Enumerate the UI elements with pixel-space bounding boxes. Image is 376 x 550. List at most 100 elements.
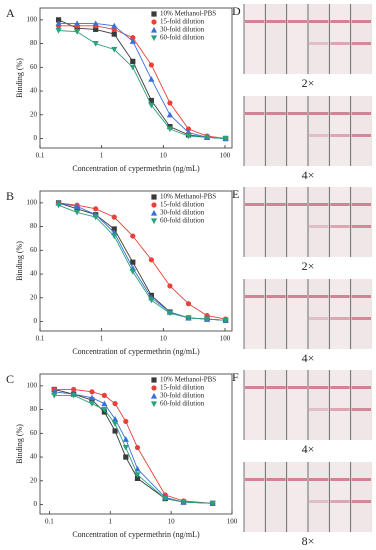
strip-label: 4× [302, 351, 315, 365]
marker [134, 444, 141, 451]
strip [351, 187, 371, 257]
legend-label: 60-fold dilution [160, 217, 205, 225]
test-band [309, 134, 329, 137]
legend-label: 10% Methanol-PBS [160, 376, 216, 384]
marker [111, 226, 117, 232]
fit-line [58, 22, 226, 139]
marker [185, 133, 192, 140]
legend-label: 60-fold dilution [160, 34, 205, 42]
x-axis-label: Concentration of cypermethrin (ng/mL) [72, 347, 200, 356]
y-tick-label: 100 [27, 15, 38, 23]
legend-label: 10% Methanol-PBS [160, 193, 216, 201]
strip [309, 187, 329, 257]
marker [209, 500, 216, 507]
fit-line [54, 394, 213, 504]
legend-label: 30-fold dilution [160, 209, 205, 217]
marker [55, 27, 62, 34]
panel-letter: E [232, 187, 239, 201]
marker [88, 401, 96, 407]
strip [330, 187, 350, 257]
test-band [309, 317, 329, 320]
legend-label: 10% Methanol-PBS [160, 10, 216, 18]
marker [55, 17, 62, 23]
test-band [309, 225, 329, 228]
control-band [266, 295, 286, 298]
panel-letter: C [6, 372, 14, 386]
y-tick-label: 100 [27, 198, 38, 206]
control-band [330, 386, 350, 389]
control-band [287, 203, 307, 206]
y-tick-label: 60 [30, 429, 38, 437]
control-band [309, 112, 329, 115]
strip [266, 96, 286, 166]
marker [167, 283, 173, 289]
y-tick-label: 40 [30, 270, 38, 278]
marker [51, 392, 58, 399]
test-band [351, 500, 371, 503]
x-tick-label: 100 [220, 335, 231, 343]
strip [330, 279, 350, 349]
marker [111, 22, 118, 29]
marker [151, 194, 157, 200]
x-tick-label: 10 [168, 518, 176, 526]
test-band [330, 317, 350, 320]
strip [266, 4, 286, 74]
control-band [287, 112, 307, 115]
x-tick-label: 1 [100, 335, 104, 343]
control-band [309, 386, 329, 389]
control-band [330, 295, 350, 298]
fit-line [58, 202, 226, 320]
y-tick-label: 60 [30, 246, 38, 254]
test-band [351, 408, 371, 411]
marker [92, 20, 99, 27]
test-band [330, 134, 350, 137]
strip [330, 96, 350, 166]
marker [93, 26, 99, 32]
marker [92, 214, 99, 221]
marker [162, 495, 169, 502]
marker [222, 317, 229, 324]
marker [112, 428, 118, 434]
control-band [266, 386, 286, 389]
strip [309, 462, 329, 532]
test-band [351, 134, 371, 137]
x-tick-label: 1 [109, 518, 113, 526]
marker [111, 31, 117, 37]
marker [151, 19, 157, 25]
strip [351, 370, 371, 440]
marker [148, 102, 155, 109]
fit-line [58, 30, 226, 139]
marker [112, 401, 118, 407]
marker [222, 135, 229, 142]
test-band [309, 500, 329, 503]
marker [148, 76, 155, 82]
marker [122, 436, 129, 442]
test-band [330, 408, 350, 411]
control-band [287, 295, 307, 298]
marker [88, 394, 96, 401]
marker [111, 214, 117, 220]
y-tick-label: 80 [30, 39, 38, 47]
marker [89, 389, 95, 395]
panel-letter: F [232, 370, 239, 384]
strip [330, 4, 350, 74]
marker [150, 209, 158, 216]
y-tick-label: 80 [30, 222, 38, 230]
fit-line [54, 388, 213, 504]
marker [70, 392, 77, 399]
strip [351, 4, 371, 74]
fit-line [54, 391, 213, 504]
marker [185, 301, 192, 307]
control-band [245, 203, 265, 206]
strip-label: 4× [302, 442, 315, 456]
test-band [309, 42, 329, 45]
strip [287, 187, 307, 257]
x-tick-label: 0.1 [36, 152, 45, 160]
control-band [245, 386, 265, 389]
marker [185, 315, 192, 322]
y-tick-label: 20 [30, 110, 38, 118]
legend-label: 15-fold dilution [160, 18, 205, 26]
strip [351, 462, 371, 532]
strip [287, 4, 307, 74]
marker [185, 126, 192, 132]
